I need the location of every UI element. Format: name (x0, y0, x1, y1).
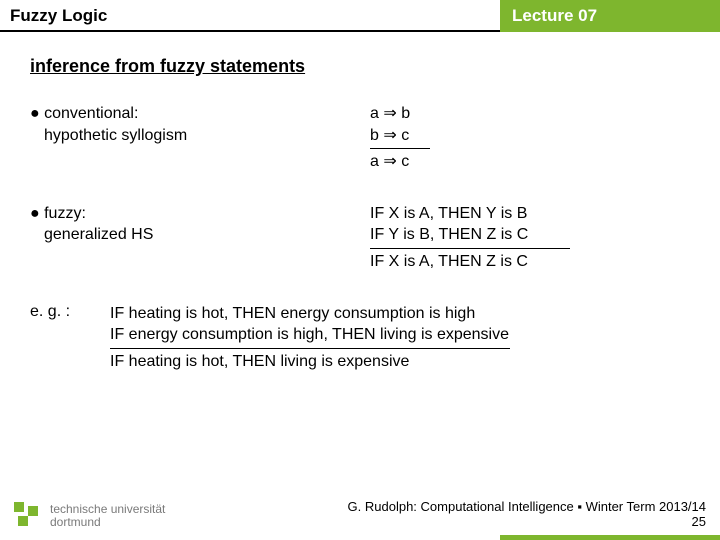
conventional-label: ● conventional: (30, 105, 138, 122)
logo-text-2: dortmund (50, 516, 165, 529)
example-block: e. g. : IF heating is hot, THEN energy c… (30, 303, 690, 373)
example-conclusion: IF heating is hot, THEN living is expens… (110, 351, 510, 373)
university-logo: technische universität dortmund (14, 502, 165, 530)
fuzzy-conclusion: IF X is A, THEN Z is C (370, 251, 570, 273)
fuzzy-label: ● fuzzy: (30, 205, 86, 222)
conv-premise-2: b ⇒ c (370, 125, 430, 147)
footer-credit: G. Rudolph: Computational Intelligence ▪… (348, 499, 706, 515)
section-title: inference from fuzzy statements (30, 56, 690, 77)
footer-page-number: 25 (348, 514, 706, 530)
conventional-sub: hypothetic syllogism (30, 127, 187, 144)
divider-line (110, 348, 510, 349)
header-lecture: Lecture 07 (500, 0, 720, 32)
example-premise-2: IF energy consumption is high, THEN livi… (110, 324, 510, 346)
divider-line (370, 248, 570, 249)
divider-line (370, 148, 430, 149)
slide-footer: G. Rudolph: Computational Intelligence ▪… (348, 499, 706, 530)
header-topic: Fuzzy Logic (0, 0, 500, 32)
example-label: e. g. : (30, 303, 110, 373)
footer-accent-strip (500, 535, 720, 540)
slide-header: Fuzzy Logic Lecture 07 (0, 0, 720, 32)
fuzzy-sub: generalized HS (30, 226, 153, 243)
fuzzy-premise-2: IF Y is B, THEN Z is C (370, 224, 570, 246)
fuzzy-premise-1: IF X is A, THEN Y is B (370, 203, 570, 225)
conv-premise-1: a ⇒ b (370, 103, 430, 125)
conventional-block: ● conventional: hypothetic syllogism a ⇒… (30, 103, 690, 173)
conv-conclusion: a ⇒ c (370, 151, 430, 173)
fuzzy-block: ● fuzzy: generalized HS IF X is A, THEN … (30, 203, 690, 273)
tu-logo-icon (14, 502, 42, 530)
slide-content: inference from fuzzy statements ● conven… (0, 32, 720, 372)
example-premise-1: IF heating is hot, THEN energy consumpti… (110, 303, 510, 325)
